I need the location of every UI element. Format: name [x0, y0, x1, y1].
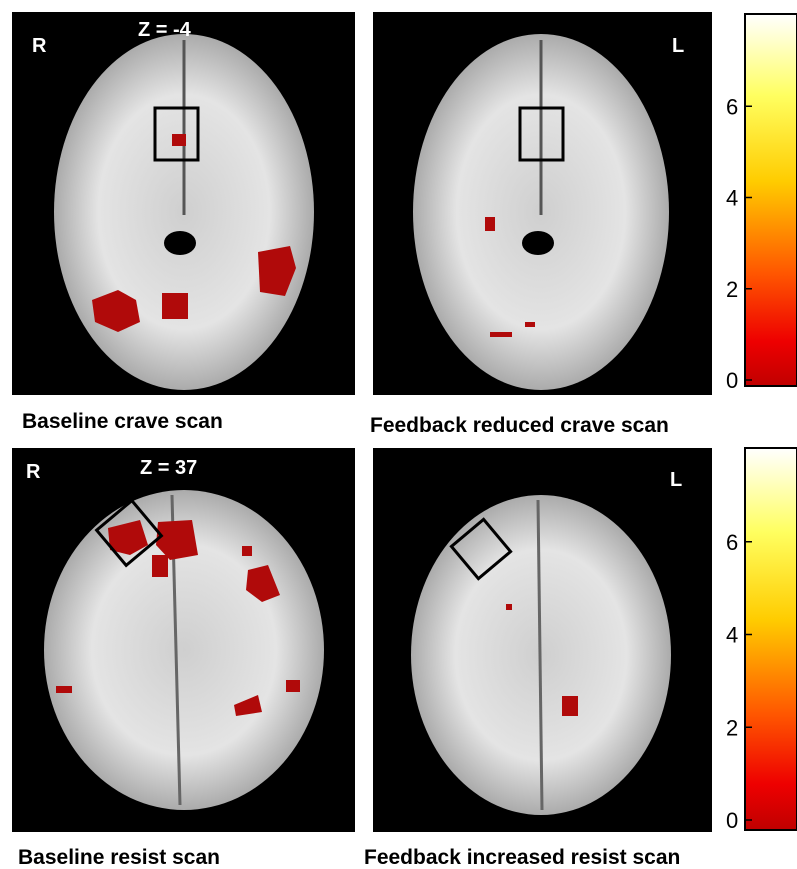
roi-box	[153, 106, 200, 162]
caption: Baseline crave scan	[22, 410, 223, 433]
activation	[156, 520, 198, 560]
activation	[490, 332, 512, 337]
roi-box	[94, 498, 164, 568]
tick-label: 2	[726, 715, 738, 740]
activation	[108, 520, 148, 555]
activation	[286, 680, 300, 692]
tick-label: 6	[726, 94, 738, 119]
tick-label: 4	[726, 623, 738, 648]
tick-label: 6	[726, 530, 738, 555]
caption: Feedback increased resist scan	[364, 846, 680, 869]
activation	[234, 695, 262, 716]
activation	[525, 322, 535, 327]
roi-box	[449, 517, 513, 581]
slice-label: Z = -4	[138, 19, 192, 41]
colorbar	[744, 447, 797, 831]
ventricle	[164, 231, 196, 255]
tick-label: 4	[726, 186, 738, 211]
activation	[506, 604, 512, 610]
side-label: R	[32, 35, 47, 57]
activation	[92, 290, 140, 332]
midline	[536, 499, 544, 811]
activation	[258, 246, 296, 296]
roi-box	[518, 106, 565, 162]
activation	[246, 565, 280, 602]
activation	[562, 696, 578, 716]
colorbar	[744, 13, 797, 387]
activation	[162, 293, 188, 319]
activation	[242, 546, 252, 556]
activation	[152, 555, 168, 577]
caption: Feedback reduced crave scan	[370, 414, 669, 437]
tick-label: 2	[726, 277, 738, 302]
side-label: L	[670, 469, 682, 491]
tick-label: 0	[726, 368, 738, 393]
activation	[172, 134, 186, 146]
ventricle	[522, 231, 554, 255]
slice-label: Z = 37	[140, 457, 197, 479]
side-label: R	[26, 461, 41, 483]
activation	[56, 686, 72, 693]
tick-label: 0	[726, 808, 738, 833]
activation	[485, 217, 495, 231]
side-label: L	[672, 35, 684, 57]
caption: Baseline resist scan	[18, 846, 220, 869]
